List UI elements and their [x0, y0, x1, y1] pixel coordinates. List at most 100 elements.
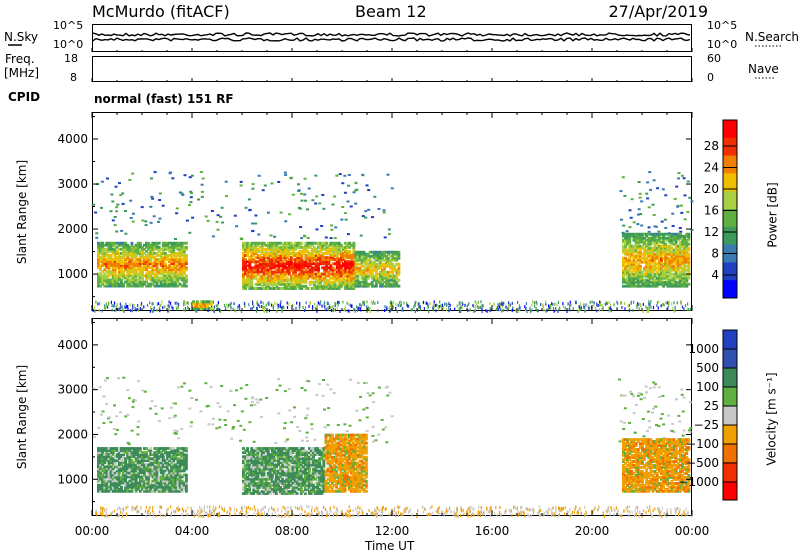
velocity-noise-cell — [580, 512, 583, 516]
velocity-noise-cell — [133, 507, 135, 511]
power-region-cell — [143, 268, 146, 272]
power-region-cell — [638, 236, 642, 240]
velocity-sparse-cell — [622, 428, 626, 430]
power-region-cell — [362, 270, 366, 274]
power-region-cell — [672, 272, 676, 276]
velocity-noise-cell — [203, 509, 205, 513]
power-region-cell — [647, 272, 651, 276]
power-region-cell — [269, 287, 272, 290]
power-region-cell — [134, 270, 138, 274]
power-region-cell — [323, 287, 327, 290]
power-region-cell — [180, 276, 184, 280]
power-noise-cell — [415, 300, 417, 304]
power-region-cell — [670, 276, 674, 280]
power-region-cell — [296, 256, 300, 260]
power-region-cell — [350, 262, 354, 266]
power-noise-cell — [339, 310, 341, 313]
velocity-noise-cell — [175, 510, 177, 514]
power-noise-cell — [161, 300, 163, 304]
power-region-cell — [182, 260, 186, 263]
power-region-cell — [149, 256, 153, 259]
cpid-text: normal (fast) 151 RF — [94, 92, 234, 106]
power-region-cell — [346, 276, 350, 280]
power-region-cell — [267, 247, 270, 251]
power-region-cell — [304, 260, 308, 264]
power-sparse-cell — [349, 205, 353, 208]
power-sparse-cell — [649, 188, 653, 191]
power-region-cell — [354, 278, 358, 282]
power-region-cell — [681, 256, 684, 260]
power-noise-cell — [552, 306, 555, 310]
power-region-cell — [273, 264, 277, 268]
power-region-cell — [277, 268, 281, 272]
power-region-cell — [636, 282, 640, 286]
power-region-cell — [657, 236, 661, 240]
power-region-cell — [335, 270, 339, 274]
velocity-noise-cell — [608, 506, 610, 509]
power-region-cell — [147, 252, 151, 255]
power-region-cell — [168, 266, 172, 270]
power-sparse-cell — [124, 232, 128, 235]
power-region-cell — [321, 243, 325, 247]
power-region-cell — [395, 258, 399, 262]
power-region-cell — [124, 260, 128, 263]
power-sparse-cell — [289, 176, 293, 179]
power-region-cell — [283, 252, 287, 255]
power-noise-cell — [624, 307, 626, 311]
power-region-cell — [138, 272, 142, 276]
power-region-cell — [308, 252, 312, 255]
power-region-cell — [687, 242, 691, 246]
power-region-cell — [292, 284, 295, 288]
power-noise-cell — [225, 306, 227, 310]
power-region-cell — [393, 256, 397, 260]
velocity-noise-cell — [511, 513, 513, 517]
power-region-cell — [337, 280, 341, 284]
power-region-cell — [310, 243, 314, 247]
power-region-cell — [122, 276, 125, 280]
power-region-cell — [120, 268, 123, 272]
power-region-cell — [262, 280, 266, 284]
power-region-cell — [107, 260, 111, 263]
power-region-cell — [308, 256, 312, 260]
power-noise-cell — [667, 306, 669, 310]
velocity-noise-cell — [340, 510, 342, 514]
power-region-cell — [132, 247, 136, 251]
velocity-sparse-cell — [618, 378, 621, 381]
power-region-cell — [683, 238, 687, 242]
power-sparse-cell — [645, 192, 649, 195]
velocity-noise-cell — [382, 510, 384, 514]
power-region-cell — [624, 272, 627, 276]
velocity-sparse-cell — [372, 440, 375, 443]
power-region-cell — [124, 258, 128, 261]
power-region-cell — [172, 247, 176, 251]
power-region-cell — [97, 252, 100, 255]
power-region-cell — [647, 232, 651, 236]
power-region-cell — [638, 268, 642, 272]
velocity-noise-cell — [321, 510, 323, 514]
power-region-cell — [103, 254, 107, 257]
power-region-cell — [273, 247, 277, 251]
power-noise-cell — [293, 308, 295, 312]
power-region-cell — [298, 262, 302, 266]
power-region-cell — [395, 268, 399, 272]
power-region-cell — [370, 264, 374, 268]
power-region-cell — [128, 254, 132, 257]
velocity-noise-cell — [520, 512, 523, 516]
power-region-cell — [319, 282, 322, 286]
power-region-cell — [660, 270, 663, 274]
power-region-cell — [331, 245, 335, 249]
power-region-cell — [269, 250, 272, 253]
power-region-cell — [107, 280, 111, 284]
power-region-cell — [130, 274, 134, 278]
power-region-cell — [113, 254, 117, 257]
velocity-noise-cell — [429, 506, 431, 510]
power-region-cell — [298, 276, 302, 280]
power-region-cell — [285, 284, 289, 288]
power-region-cell — [281, 272, 285, 276]
power-region-cell — [672, 248, 676, 252]
power-noise-cell — [217, 301, 219, 305]
power-noise-cell — [594, 306, 596, 310]
power-region-cell — [653, 242, 657, 246]
power-noise-cell — [505, 305, 507, 309]
power-region-cell — [103, 280, 107, 284]
